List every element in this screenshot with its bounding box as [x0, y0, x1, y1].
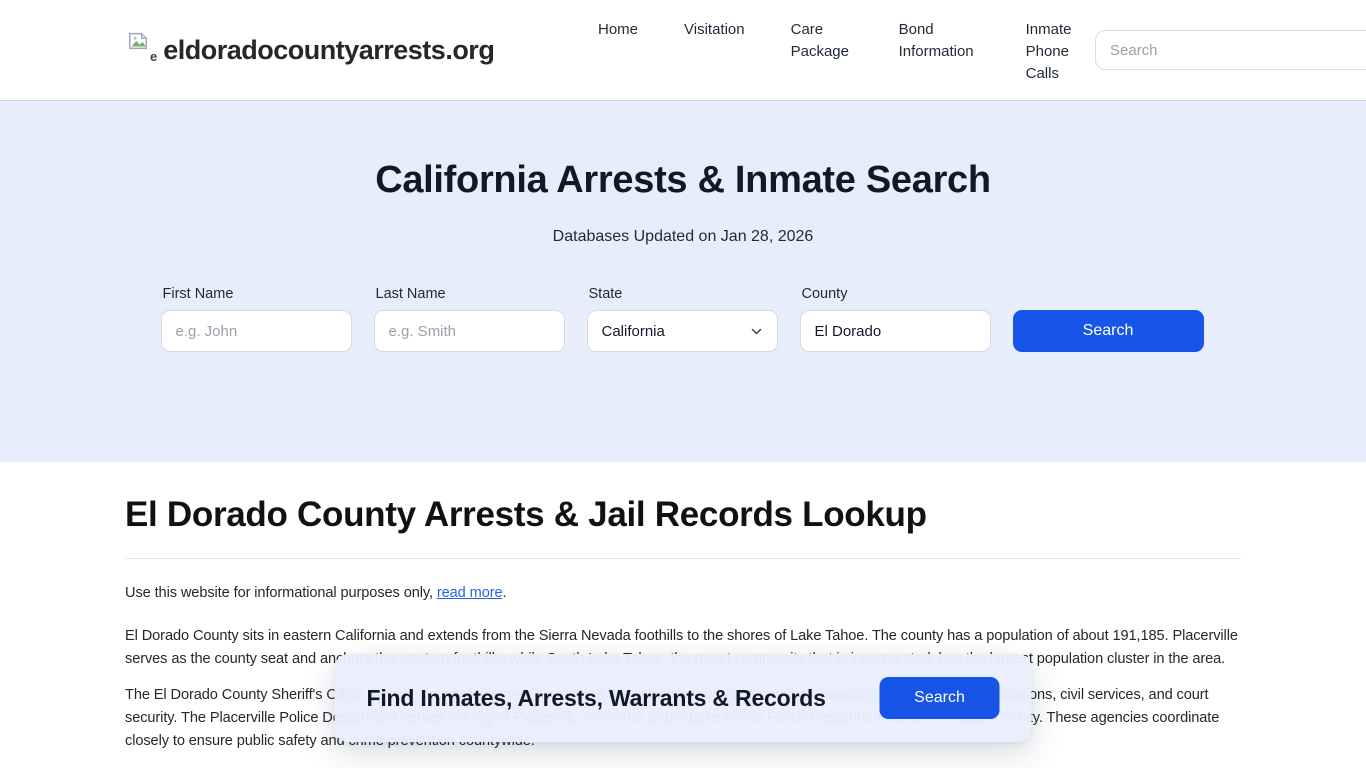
cta-banner-text: Find Inmates, Arrests, Warrants & Record…	[366, 684, 826, 711]
site-header: e eldoradocountyarrests.org Home Visitat…	[0, 0, 1366, 100]
last-name-input[interactable]	[373, 310, 565, 352]
disclaimer-text: Use this website for informational purpo…	[125, 585, 1241, 601]
read-more-link[interactable]: read more	[436, 585, 503, 601]
last-name-label: Last Name	[375, 286, 446, 302]
inmate-search-form: First Name Last Name State California Co…	[160, 286, 1206, 352]
first-name-label: First Name	[162, 286, 234, 302]
county-input[interactable]	[799, 310, 991, 352]
last-name-field-group: Last Name	[373, 286, 565, 352]
broken-image-icon	[129, 32, 147, 50]
first-name-input[interactable]	[160, 310, 352, 352]
state-label: State	[588, 286, 623, 302]
logo-alt-text: e	[150, 49, 158, 64]
first-name-field-group: First Name	[160, 286, 352, 352]
main-nav: Home Visitation Care Package Bond Inform…	[598, 19, 1078, 85]
nav-item-bond-information[interactable]: Bond Information	[898, 21, 974, 60]
header-search-input[interactable]	[1095, 30, 1366, 70]
hero-section: California Arrests & Inmate Search Datab…	[0, 100, 1366, 462]
site-title: eldoradocountyarrests.org	[163, 35, 495, 66]
hero-title: California Arrests & Inmate Search	[375, 159, 991, 201]
search-submit-button[interactable]: Search	[1012, 310, 1204, 352]
section-divider	[125, 558, 1241, 559]
chevron-down-icon	[751, 328, 761, 334]
nav-item-home[interactable]: Home	[598, 21, 639, 38]
county-field-group: County	[799, 286, 991, 352]
nav-item-care-package[interactable]: Care Package	[790, 21, 849, 60]
state-selected-value: California	[601, 322, 665, 340]
disclaimer-suffix: .	[502, 585, 507, 601]
state-field-group: State California	[586, 286, 778, 352]
county-label: County	[801, 286, 848, 302]
page-title: El Dorado County Arrests & Jail Records …	[125, 495, 927, 534]
state-select[interactable]: California	[586, 310, 778, 352]
disclaimer-prefix: Use this website for informational purpo…	[125, 585, 437, 601]
nav-item-inmate-phone-calls[interactable]: Inmate Phone Calls	[1025, 21, 1072, 82]
site-logo[interactable]: e eldoradocountyarrests.org	[127, 30, 495, 66]
cta-banner: Find Inmates, Arrests, Warrants & Record…	[334, 654, 1032, 742]
hero-subtitle: Databases Updated on Jan 28, 2026	[552, 228, 814, 245]
cta-search-button[interactable]: Search	[879, 677, 1000, 719]
nav-item-visitation[interactable]: Visitation	[684, 21, 745, 38]
